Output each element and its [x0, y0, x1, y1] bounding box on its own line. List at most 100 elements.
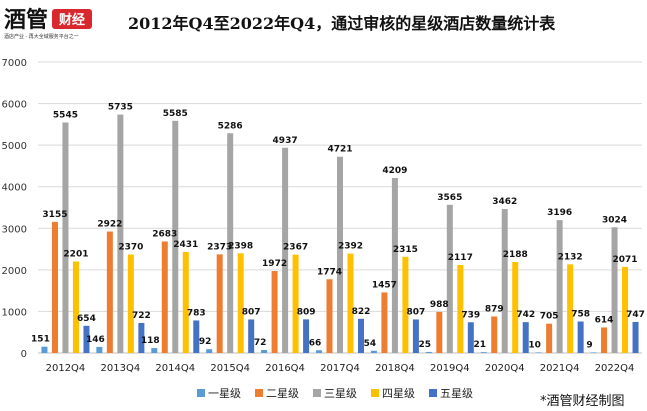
x-tick-label: 2021Q4: [540, 363, 580, 374]
x-tick-label: 2020Q4: [485, 363, 525, 374]
data-label: 809: [297, 307, 316, 317]
bar: [127, 254, 134, 353]
bar: [261, 350, 268, 353]
data-label: 3462: [492, 197, 517, 207]
bar: [72, 261, 79, 353]
x-tick-label: 2017Q4: [320, 363, 360, 374]
bar: [337, 156, 343, 353]
x-tick-label: 2022Q4: [595, 363, 635, 374]
logo-badge-text: 财经: [59, 12, 85, 28]
bar: [326, 279, 333, 353]
bar: [590, 352, 597, 353]
logo-badge-bg: [52, 9, 92, 29]
x-tick-label: 2015Q4: [210, 363, 250, 374]
x-tick-label: 2019Q4: [430, 363, 470, 374]
bar: [106, 231, 113, 353]
bar: [577, 321, 584, 353]
data-label: 2315: [393, 245, 418, 255]
bar: [172, 120, 179, 353]
data-label: 151: [31, 335, 50, 345]
bar: [412, 319, 419, 353]
data-label: 5545: [53, 110, 78, 120]
data-label: 2370: [118, 242, 143, 252]
data-label: 72: [254, 338, 267, 348]
data-label: 4937: [273, 136, 298, 146]
y-tick-label: 7000: [2, 58, 27, 69]
x-tick-label: 2013Q4: [101, 363, 141, 374]
data-label: 54: [364, 339, 377, 349]
bar: [535, 352, 542, 353]
bar: [83, 325, 90, 353]
bar: [161, 241, 168, 353]
data-label: 742: [516, 310, 535, 320]
bar: [501, 209, 508, 353]
data-label: 2071: [613, 255, 638, 265]
y-tick-label: 4000: [2, 183, 27, 194]
chart-title: 2012年Q4至2022年Q4，通过审核的星级酒店数量统计表: [128, 14, 556, 33]
legend-swatch: [429, 389, 437, 397]
data-label: 118: [141, 336, 160, 346]
legend-swatch: [255, 389, 263, 397]
bar: [96, 346, 103, 353]
bar: [632, 321, 639, 353]
bar: [467, 322, 474, 353]
bar: [151, 348, 158, 353]
brand-logo: 酒管 财经 酒店产业 · 再大全域服务平台之一: [4, 7, 92, 40]
data-label: 2132: [558, 252, 583, 262]
data-label: 21: [473, 340, 486, 350]
data-label: 2392: [338, 242, 363, 252]
data-label: 3565: [437, 193, 462, 203]
bar: [546, 323, 553, 353]
data-label: 822: [352, 307, 371, 317]
data-label: 705: [540, 312, 559, 322]
bar: [480, 352, 487, 353]
bar: [512, 262, 519, 353]
data-label: 2922: [97, 220, 122, 230]
bar: [237, 253, 244, 353]
bar: [358, 318, 364, 353]
data-label: 614: [595, 315, 614, 325]
x-tick-label: 2018Q4: [375, 363, 415, 374]
data-label: 1774: [317, 267, 342, 277]
bar: [601, 327, 608, 353]
bar: [522, 322, 529, 353]
bar: [227, 133, 234, 353]
bar: [316, 350, 322, 353]
bar: [193, 320, 200, 353]
data-label: 2373: [207, 242, 232, 252]
data-label: 66: [309, 338, 322, 348]
logo-brand-text: 酒管: [4, 7, 48, 33]
legend-label: 二星级: [266, 387, 299, 400]
bar: [206, 349, 213, 353]
bar: [391, 178, 398, 353]
bar: [491, 316, 498, 353]
data-label: 2188: [503, 250, 528, 260]
legend-label: 三星级: [324, 387, 357, 400]
bar: [303, 319, 310, 353]
bar: [216, 254, 223, 353]
bar: [248, 319, 255, 353]
data-label: 25: [419, 340, 432, 350]
data-label: 2683: [152, 229, 177, 239]
data-label: 1972: [262, 259, 287, 269]
bar: [138, 322, 145, 353]
data-label: 5585: [163, 109, 188, 119]
data-label: 879: [485, 304, 504, 314]
bar: [622, 266, 629, 353]
data-label: 5735: [108, 103, 133, 113]
data-label: 2398: [228, 241, 253, 251]
data-label: 2201: [63, 250, 88, 260]
legend-label: 五星级: [440, 387, 473, 400]
data-label: 758: [571, 309, 590, 319]
legend-label: 一星级: [208, 387, 241, 400]
bars: [41, 114, 639, 354]
bar: [425, 351, 432, 353]
source-note: *酒管财经制图: [540, 394, 625, 409]
y-tick-label: 0: [21, 349, 27, 360]
legend-label: 四星级: [382, 387, 415, 400]
data-label: 747: [626, 310, 645, 320]
bar: [381, 292, 388, 353]
axes: 0 1000 2000 3000 4000 5000 6000 7000 2012Q4 2013Q…: [2, 58, 642, 374]
bar: [51, 221, 58, 353]
bar: [271, 271, 278, 353]
